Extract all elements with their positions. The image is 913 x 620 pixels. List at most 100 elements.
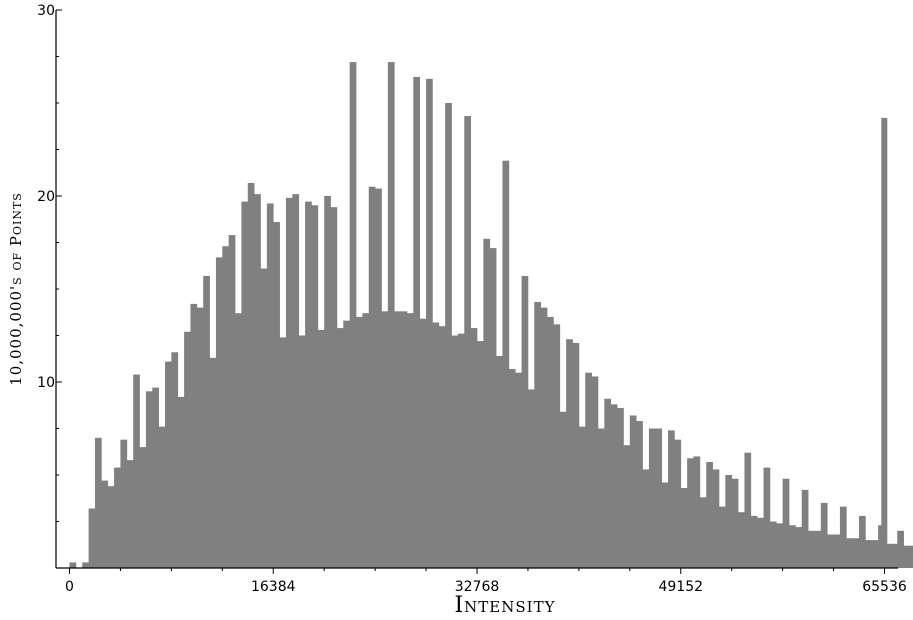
histogram-bar [623,445,631,568]
histogram-bar [330,207,338,568]
histogram-bar [903,545,911,568]
histogram-bar [757,517,764,568]
histogram-bar [305,201,312,568]
histogram-bar [470,328,478,568]
histogram-bar [693,456,701,568]
histogram-bar [706,461,713,568]
histogram-bar [661,482,669,568]
histogram-bar [750,515,758,568]
histogram-bar [184,331,191,568]
histogram-bar [738,512,745,568]
histogram-bar [617,408,624,568]
histogram-bar [94,437,102,568]
histogram-bar [648,428,656,568]
histogram-bar [744,452,752,568]
y-tick-label: 10 [37,375,55,391]
histogram-bar [273,222,280,569]
histogram-bar [228,235,236,568]
x-tick-label: 16384 [251,579,296,595]
histogram-bar [215,257,223,568]
histogram-bar [152,387,159,568]
histogram-bar [343,320,351,568]
histogram-bar [610,404,618,568]
histogram-bar [527,389,535,568]
y-tick-label: 30 [37,3,55,19]
histogram-bar [285,197,293,569]
histogram-bar [292,194,300,568]
histogram-bar [833,534,841,568]
histogram-bar [317,329,325,568]
histogram-bar [788,525,796,568]
histogram-bar [718,506,726,568]
histogram-bar [241,201,249,568]
histogram-bar [426,78,433,568]
histogram-bar [547,316,554,568]
histogram-bar [145,391,153,568]
histogram-bar [502,160,510,568]
histogram-bar [731,478,739,568]
histogram-bar [852,538,860,568]
histogram-bar [394,311,401,568]
histogram-bar [387,62,395,568]
histogram-bar [158,426,166,568]
histogram-bar [279,337,287,568]
histogram-bar [266,203,274,568]
histogram-bar [82,562,89,568]
histogram-bar [349,62,357,568]
histogram-bar [515,372,522,568]
histogram-bar [177,396,185,568]
histogram-bar [687,458,694,568]
histogram-bar [356,316,363,568]
histogram-bar [839,506,847,568]
histogram-bar [413,76,421,569]
histogram-bar [871,540,879,568]
histogram-bar [897,530,904,568]
overflow-bar [881,117,888,568]
histogram-bar [540,307,548,568]
histogram-bar [101,480,109,568]
y-ticks-group: 10 20 30 [37,3,62,522]
histogram-bar [88,508,96,568]
histogram-bar [375,188,382,568]
histogram-bar [699,497,707,568]
histogram-bar [636,421,643,568]
histogram-bar [311,205,319,569]
histogram-bar [247,182,255,569]
histogram-bar [680,488,688,568]
histogram-bar [419,318,427,568]
histogram-bar [298,335,306,568]
histogram-bar [107,486,115,568]
histogram-bar [133,374,140,568]
histogram-bar [808,530,815,568]
histogram-bar [769,521,777,568]
histogram-bar [763,467,771,568]
histogram-bar [139,447,147,568]
histogram-bar [890,543,898,568]
histogram-bar [451,335,459,568]
histogram-bar [381,311,389,568]
histogram-bar [445,103,452,568]
histogram-bar [483,238,491,568]
histogram-bar [668,430,675,568]
histogram-bar [521,275,529,568]
histogram-bar [400,311,408,568]
histogram-bar [508,368,516,568]
histogram-bar [324,196,331,568]
histogram-bar [553,324,561,568]
histogram-bar [674,439,682,568]
histogram-bar [120,439,128,568]
histogram-bar [222,246,230,568]
histogram-bar [725,475,733,568]
histogram-bar [190,303,198,568]
histogram-bar [438,326,446,568]
histogram-bar [165,361,172,568]
histogram-bar [254,194,261,568]
histogram-bar [909,545,913,568]
histogram-bar [827,534,834,568]
y-axis-title: 10,000,000's of Points [7,192,25,386]
histogram-bar [820,502,828,568]
x-ticks-group: 0 16384 32768 49152 65536 [65,568,907,595]
histogram-bar [406,313,414,568]
x-tick-label: 49152 [658,579,703,595]
